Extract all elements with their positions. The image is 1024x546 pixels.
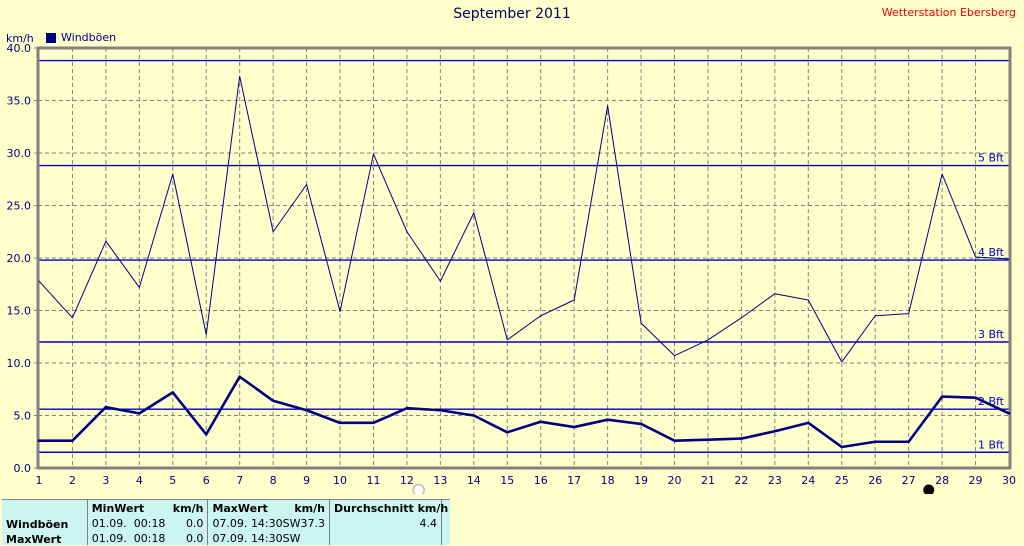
statistics-table-panel: Windböen MaxWert MinWert km/h 01.09. 00:… [0, 497, 1024, 546]
svg-text:1 Bft: 1 Bft [978, 438, 1005, 451]
table-header-average: Durchschnitt km/h [334, 502, 449, 515]
y-axis-unit-label: km/h [6, 32, 34, 45]
svg-text:2 Bft: 2 Bft [978, 395, 1005, 408]
svg-text:15: 15 [500, 474, 514, 487]
min-datetime-1: 01.09. 00:18 [92, 532, 166, 545]
table-row-label-windboeen: Windböen [6, 518, 69, 531]
square-marker-icon [46, 32, 56, 43]
grid-lines [38, 47, 1010, 468]
max-time-0: 14:30 [250, 517, 283, 530]
table-row: 07.09. 14:30SW [212, 532, 325, 545]
data-series-lines [37, 75, 1011, 449]
table-row: 01.09. 00:18 0.0 [92, 517, 204, 530]
table-row-label-maxwert: MaxWert [6, 533, 62, 546]
max-direction-0: SW [282, 517, 301, 530]
svg-text:12: 12 [400, 474, 414, 487]
moon-phase-markers [412, 483, 935, 494]
table-header-min: MinWert km/h [92, 502, 204, 515]
svg-text:17: 17 [567, 474, 581, 487]
avg-value-0: 4.4 [419, 517, 438, 530]
svg-text:5: 5 [169, 474, 176, 487]
min-label: MinWert [91, 502, 145, 515]
max-direction-1: SW [282, 532, 301, 545]
new-moon-icon [923, 484, 935, 494]
y-axis-tick-labels: 0.0 5.0 10.0 15.0 20.0 25.0 30.0 35.0 40.0 [7, 42, 38, 475]
svg-text:18: 18 [601, 474, 615, 487]
max-time-1: 14:30 [250, 532, 283, 545]
legend: Windböen [46, 31, 116, 44]
beaufort-labels: 1 Bft 2 Bft 3 Bft 4 Bft 5 Bft [978, 152, 1005, 452]
svg-text:24: 24 [801, 474, 815, 487]
table-column-max: MaxWert km/h 07.09. 14:30SW 37.3 07.09. … [208, 500, 330, 545]
svg-text:0.0: 0.0 [14, 462, 32, 475]
svg-text:15.0: 15.0 [7, 305, 32, 318]
svg-text:30.0: 30.0 [7, 147, 32, 160]
svg-text:14: 14 [467, 474, 481, 487]
svg-text:1: 1 [36, 474, 43, 487]
min-datetime-0: 01.09. 00:18 [92, 517, 166, 530]
svg-text:9: 9 [303, 474, 310, 487]
svg-text:6: 6 [203, 474, 210, 487]
svg-text:25: 25 [835, 474, 849, 487]
svg-text:13: 13 [433, 474, 447, 487]
svg-text:11: 11 [366, 474, 380, 487]
max-datetime-0: 07.09. 14:30SW [212, 517, 300, 530]
table-column-row-labels: Windböen MaxWert [2, 500, 88, 546]
svg-text:26: 26 [868, 474, 882, 487]
min-unit: km/h [172, 502, 204, 515]
svg-text:20.0: 20.0 [7, 252, 32, 265]
svg-text:10: 10 [333, 474, 347, 487]
svg-text:4 Bft: 4 Bft [978, 246, 1005, 259]
full-moon-icon [412, 483, 425, 494]
svg-text:8: 8 [270, 474, 277, 487]
svg-text:3: 3 [102, 474, 109, 487]
svg-text:23: 23 [768, 474, 782, 487]
svg-text:7: 7 [236, 474, 243, 487]
max-label: MaxWert [212, 502, 268, 515]
page-title: September 2011 [453, 6, 571, 22]
svg-text:27: 27 [902, 474, 916, 487]
svg-text:35.0: 35.0 [7, 95, 32, 108]
station-name: Wetterstation Ebersberg [881, 6, 1016, 19]
legend-series-label: Windböen [61, 31, 117, 44]
svg-text:29: 29 [969, 474, 983, 487]
table-column-min: MinWert km/h 01.09. 00:18 0.0 01.09. 00:… [88, 500, 209, 545]
min-date-0: 01.09. [91, 517, 127, 530]
table-column-average: Durchschnitt km/h 4.4 [330, 500, 449, 545]
min-date-1: 01.09. [91, 532, 127, 545]
max-datetime-1: 07.09. 14:30SW [212, 532, 300, 545]
min-time-0: 00:18 [133, 517, 166, 530]
svg-text:22: 22 [734, 474, 748, 487]
table-row: 07.09. 14:30SW 37.3 [212, 517, 325, 530]
svg-text:30: 30 [1002, 474, 1016, 487]
svg-text:2: 2 [69, 474, 76, 487]
svg-text:40.0: 40.0 [7, 42, 32, 55]
chart-panel: September 2011 Wetterstation Ebersberg k… [6, 6, 1017, 494]
max-date-1: 07.09. [212, 532, 248, 545]
svg-text:25.0: 25.0 [7, 200, 32, 213]
min-value-1: 0.0 [185, 532, 204, 545]
beaufort-reference-lines [38, 59, 1010, 453]
svg-text:16: 16 [534, 474, 548, 487]
svg-text:21: 21 [701, 474, 715, 487]
svg-text:5.0: 5.0 [14, 410, 32, 423]
max-date-0: 07.09. [212, 517, 248, 530]
table-header-max: MaxWert km/h [212, 502, 325, 515]
svg-text:5 Bft: 5 Bft [978, 152, 1005, 165]
min-time-1: 00:18 [133, 532, 166, 545]
svg-text:4: 4 [136, 474, 143, 487]
table-row: 01.09. 00:18 0.0 [92, 532, 204, 545]
table-column-spacer [442, 500, 450, 545]
x-axis-tick-labels: 1 2 3 4 5 6 7 8 9 10 11 12 13 14 15 16 17 18 19 20 21 22 23 24 2… [36, 474, 1017, 487]
svg-text:3 Bft: 3 Bft [978, 328, 1005, 341]
max-unit: km/h [294, 502, 325, 515]
svg-text:28: 28 [935, 474, 949, 487]
statistics-table: Windböen MaxWert MinWert km/h 01.09. 00:… [2, 499, 450, 546]
max-value-0: 37.3 [300, 517, 326, 530]
svg-text:20: 20 [668, 474, 682, 487]
svg-text:10.0: 10.0 [7, 357, 32, 370]
svg-text:19: 19 [634, 474, 648, 487]
min-value-0: 0.0 [185, 517, 204, 530]
